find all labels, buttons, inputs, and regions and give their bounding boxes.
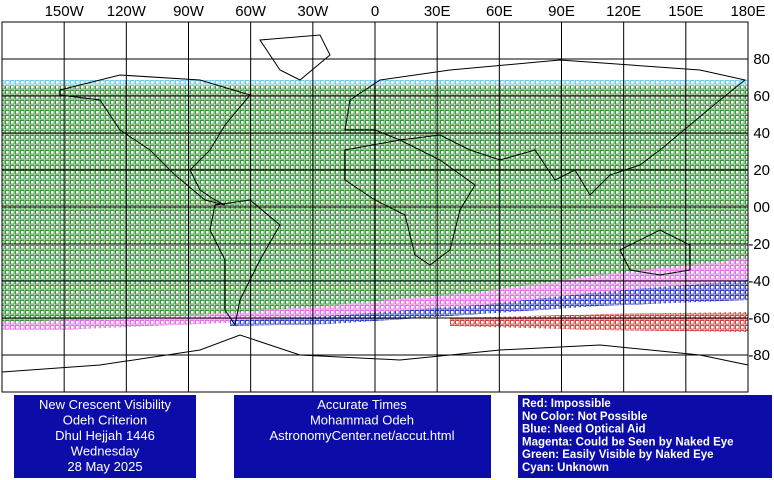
longitude-label: 30E [424,3,451,20]
latitude-label: 80 [753,51,770,68]
longitude-label: 150E [668,3,703,20]
credits-background [234,395,491,478]
longitude-label: 60W [235,3,267,20]
info-line: 28 May 2025 [67,459,142,474]
longitude-label: 60E [486,3,513,20]
longitude-label: 30W [297,3,329,20]
longitude-label: 180E [730,3,765,20]
australia [619,229,691,276]
legend-line: Blue: Need Optical Aid [522,424,646,436]
longitude-label: 120E [606,3,641,20]
latitude-label: -40 [748,273,770,290]
red-zone [450,312,748,332]
latitude-label: -20 [748,236,770,253]
latitude-label: 40 [753,125,770,142]
latitude-label: 60 [753,88,770,105]
blue-zone [230,280,748,326]
greenland [259,34,331,81]
north-america [59,74,251,206]
map-frame [1,21,749,393]
eurasia [344,59,747,196]
longitude-label: 120W [107,3,147,20]
credits-line: Mohammad Odeh [310,413,414,428]
info-line: Odeh Criterion [63,413,148,428]
info-background [14,395,196,478]
latitude-label: -60 [748,310,770,327]
antarctica [1,334,749,373]
legend-background [518,395,772,478]
info-line: Wednesday [71,444,140,459]
legend-line: Cyan: Unknown [522,462,609,474]
legend-line: Magenta: Could be Seen by Naked Eye [522,436,734,448]
latitude-label: 20 [753,162,770,179]
longitude-labels: 150W 120W 90W 60W 30W 0 30E 60E 90E 120E 150E 180E [45,3,766,20]
south-america [209,199,281,327]
latitude-label: -80 [748,347,770,364]
info-line: Dhul Hejjah 1446 [55,428,155,443]
longitude-label: 0 [371,3,379,20]
legend-line: Green: Easily Visible by Naked Eye [522,449,714,461]
credits-line: Accurate Times [317,397,407,412]
legend-line: No Color: Not Possible [522,411,647,423]
info-line: New Crescent Visibility [39,397,171,412]
latitude-labels: 80 60 40 20 00 -20 -40 -60 -80 [748,51,770,364]
longitude-label: 150W [45,3,85,20]
longitude-label: 90W [173,3,205,20]
coastlines [1,34,749,373]
graticule [2,22,748,392]
africa [344,139,476,266]
credits-line: AstronomyCenter.net/accut.html [270,428,455,443]
latitude-label: 00 [753,199,770,216]
legend-line: Red: Impossible [522,398,611,410]
longitude-label: 90E [548,3,575,20]
